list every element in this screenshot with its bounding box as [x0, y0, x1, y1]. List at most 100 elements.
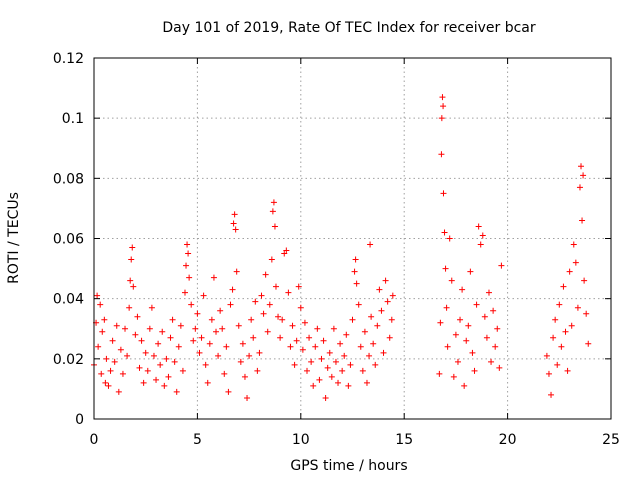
data-point	[119, 370, 126, 377]
data-point	[465, 322, 472, 329]
data-point	[185, 250, 192, 257]
data-point	[382, 277, 389, 284]
x-tick-label: 5	[193, 432, 202, 448]
data-point	[144, 367, 151, 374]
data-point	[248, 316, 255, 323]
data-point	[95, 343, 102, 350]
chart-title: Day 101 of 2019, Rate Of TEC Index for r…	[162, 20, 536, 36]
data-point	[124, 352, 131, 359]
data-point	[347, 361, 354, 368]
data-point	[579, 217, 586, 224]
data-point	[235, 322, 242, 329]
data-point	[140, 379, 147, 386]
data-point	[562, 328, 569, 335]
y-tick-label: 0.04	[53, 292, 84, 308]
y-tick-label: 0.12	[53, 51, 84, 67]
data-point	[148, 304, 155, 311]
data-point	[438, 115, 445, 122]
data-point	[99, 328, 106, 335]
data-point	[308, 358, 315, 365]
data-point	[291, 361, 298, 368]
data-point	[485, 289, 492, 296]
data-point	[314, 325, 321, 332]
data-point	[566, 268, 573, 275]
data-point	[161, 382, 168, 389]
data-point	[142, 349, 149, 356]
x-tick-label: 25	[602, 432, 620, 448]
data-point	[223, 343, 230, 350]
data-point	[297, 304, 304, 311]
data-point	[355, 301, 362, 308]
data-point	[171, 358, 178, 365]
data-point	[94, 292, 101, 299]
data-point	[184, 241, 191, 248]
axis-ticks: 0 5 10 15 20 25 0 0.02 0.04 0.06 0.08 0.1 0.12	[53, 51, 620, 448]
data-point	[105, 382, 112, 389]
y-tick-label: 0.06	[53, 232, 84, 248]
x-tick-label: 20	[499, 432, 517, 448]
data-point	[576, 184, 583, 191]
data-point	[374, 322, 381, 329]
data-point	[252, 298, 259, 305]
data-point	[196, 349, 203, 356]
data-point	[469, 349, 476, 356]
data-point	[237, 358, 244, 365]
data-point	[97, 301, 104, 308]
x-tick-label: 15	[395, 432, 413, 448]
data-point	[231, 211, 238, 218]
x-tick-label: 10	[292, 432, 310, 448]
data-point	[271, 223, 278, 230]
y-tick-label: 0.02	[53, 352, 84, 368]
data-point	[150, 352, 157, 359]
grid-lines	[94, 58, 611, 419]
data-point	[103, 355, 110, 362]
data-point	[254, 367, 261, 374]
data-point	[337, 340, 344, 347]
data-point	[440, 190, 447, 197]
data-point	[275, 313, 282, 320]
data-point	[132, 331, 139, 338]
data-point	[492, 343, 499, 350]
data-point	[256, 349, 263, 356]
data-point	[269, 208, 276, 215]
data-point	[208, 316, 215, 323]
data-point	[550, 334, 557, 341]
data-point	[109, 337, 116, 344]
data-point	[299, 346, 306, 353]
data-point	[129, 244, 136, 251]
x-tick-label: 0	[90, 432, 99, 448]
data-point	[376, 286, 383, 293]
data-point	[353, 280, 360, 287]
data-point	[452, 331, 459, 338]
data-point	[560, 283, 567, 290]
data-point	[475, 223, 482, 230]
data-point	[574, 304, 581, 311]
x-axis-label: GPS time / hours	[290, 458, 407, 474]
data-point	[558, 343, 565, 350]
data-point	[221, 370, 228, 377]
data-point	[548, 391, 555, 398]
data-point	[481, 313, 488, 320]
data-point	[190, 337, 197, 344]
data-point	[438, 151, 445, 158]
data-point	[570, 241, 577, 248]
data-point	[188, 301, 195, 308]
y-tick-label: 0.1	[62, 111, 84, 127]
data-point	[490, 307, 497, 314]
data-point	[128, 256, 135, 263]
data-point	[246, 352, 253, 359]
data-point	[165, 373, 172, 380]
data-point	[441, 229, 448, 236]
data-point	[146, 325, 153, 332]
data-point	[310, 382, 317, 389]
data-point	[437, 319, 444, 326]
data-point	[215, 352, 222, 359]
data-point	[442, 265, 449, 272]
data-point	[372, 361, 379, 368]
data-point	[380, 349, 387, 356]
data-point	[361, 328, 368, 335]
data-point	[324, 364, 331, 371]
data-point	[483, 334, 490, 341]
y-axis-label: ROTI / TECUs	[6, 192, 22, 284]
